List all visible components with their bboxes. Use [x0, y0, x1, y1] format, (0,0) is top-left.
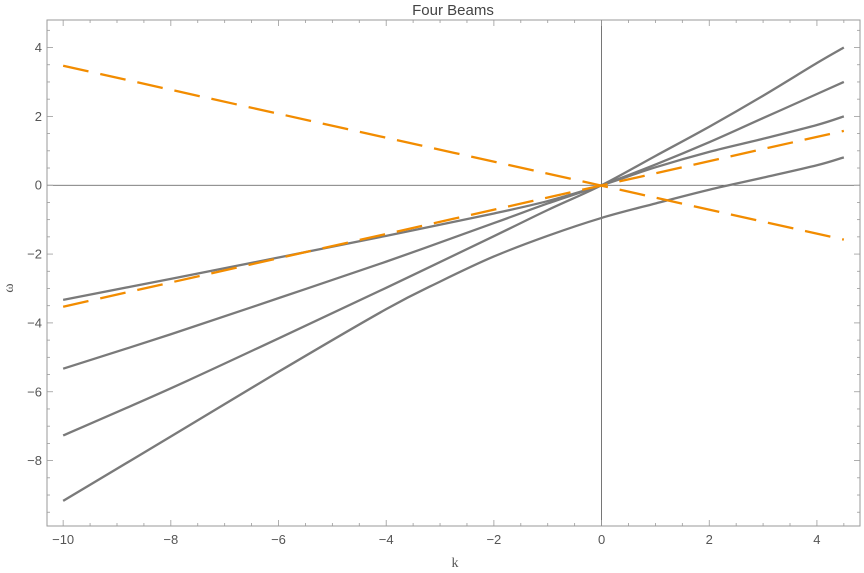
- y-tick-label: −6: [27, 384, 42, 399]
- y-axis-title: ω: [2, 283, 17, 292]
- y-tick-label: −8: [27, 453, 42, 468]
- dashed-line-6: [62, 129, 845, 308]
- solid-curve-2: [62, 80, 845, 370]
- y-tick-label: −4: [27, 315, 42, 330]
- dashed-line-5: [62, 64, 845, 241]
- y-tick-label: −2: [27, 247, 42, 262]
- x-tick-label: 4: [813, 532, 820, 547]
- x-axis-title: k: [452, 556, 459, 571]
- plot-frame-rect: [46, 19, 861, 527]
- y-tick-label: 0: [35, 178, 42, 193]
- x-tick-label: 0: [598, 532, 605, 547]
- chart-title: Four Beams: [412, 2, 494, 19]
- solid-curve-3: [62, 46, 845, 437]
- x-tick-label: −10: [52, 532, 74, 547]
- solid-curve-1: [62, 115, 845, 301]
- x-tick-label: −8: [163, 532, 178, 547]
- series-lines: [62, 46, 845, 502]
- x-tick-label: −2: [486, 532, 501, 547]
- axis-ticks: [47, 20, 860, 526]
- x-tick-label: −4: [379, 532, 394, 547]
- y-tick-label: 2: [35, 109, 42, 124]
- x-tick-label: 2: [706, 532, 713, 547]
- plot-frame: [46, 19, 861, 527]
- y-tick-label: 4: [35, 40, 42, 55]
- axis-tick-labels: −10 −8 −6 −4 −2 0 2 4 −8 −6 −4 −2 0 2 4: [27, 40, 820, 547]
- x-tick-label: −6: [271, 532, 286, 547]
- solid-curve-4: [62, 156, 845, 502]
